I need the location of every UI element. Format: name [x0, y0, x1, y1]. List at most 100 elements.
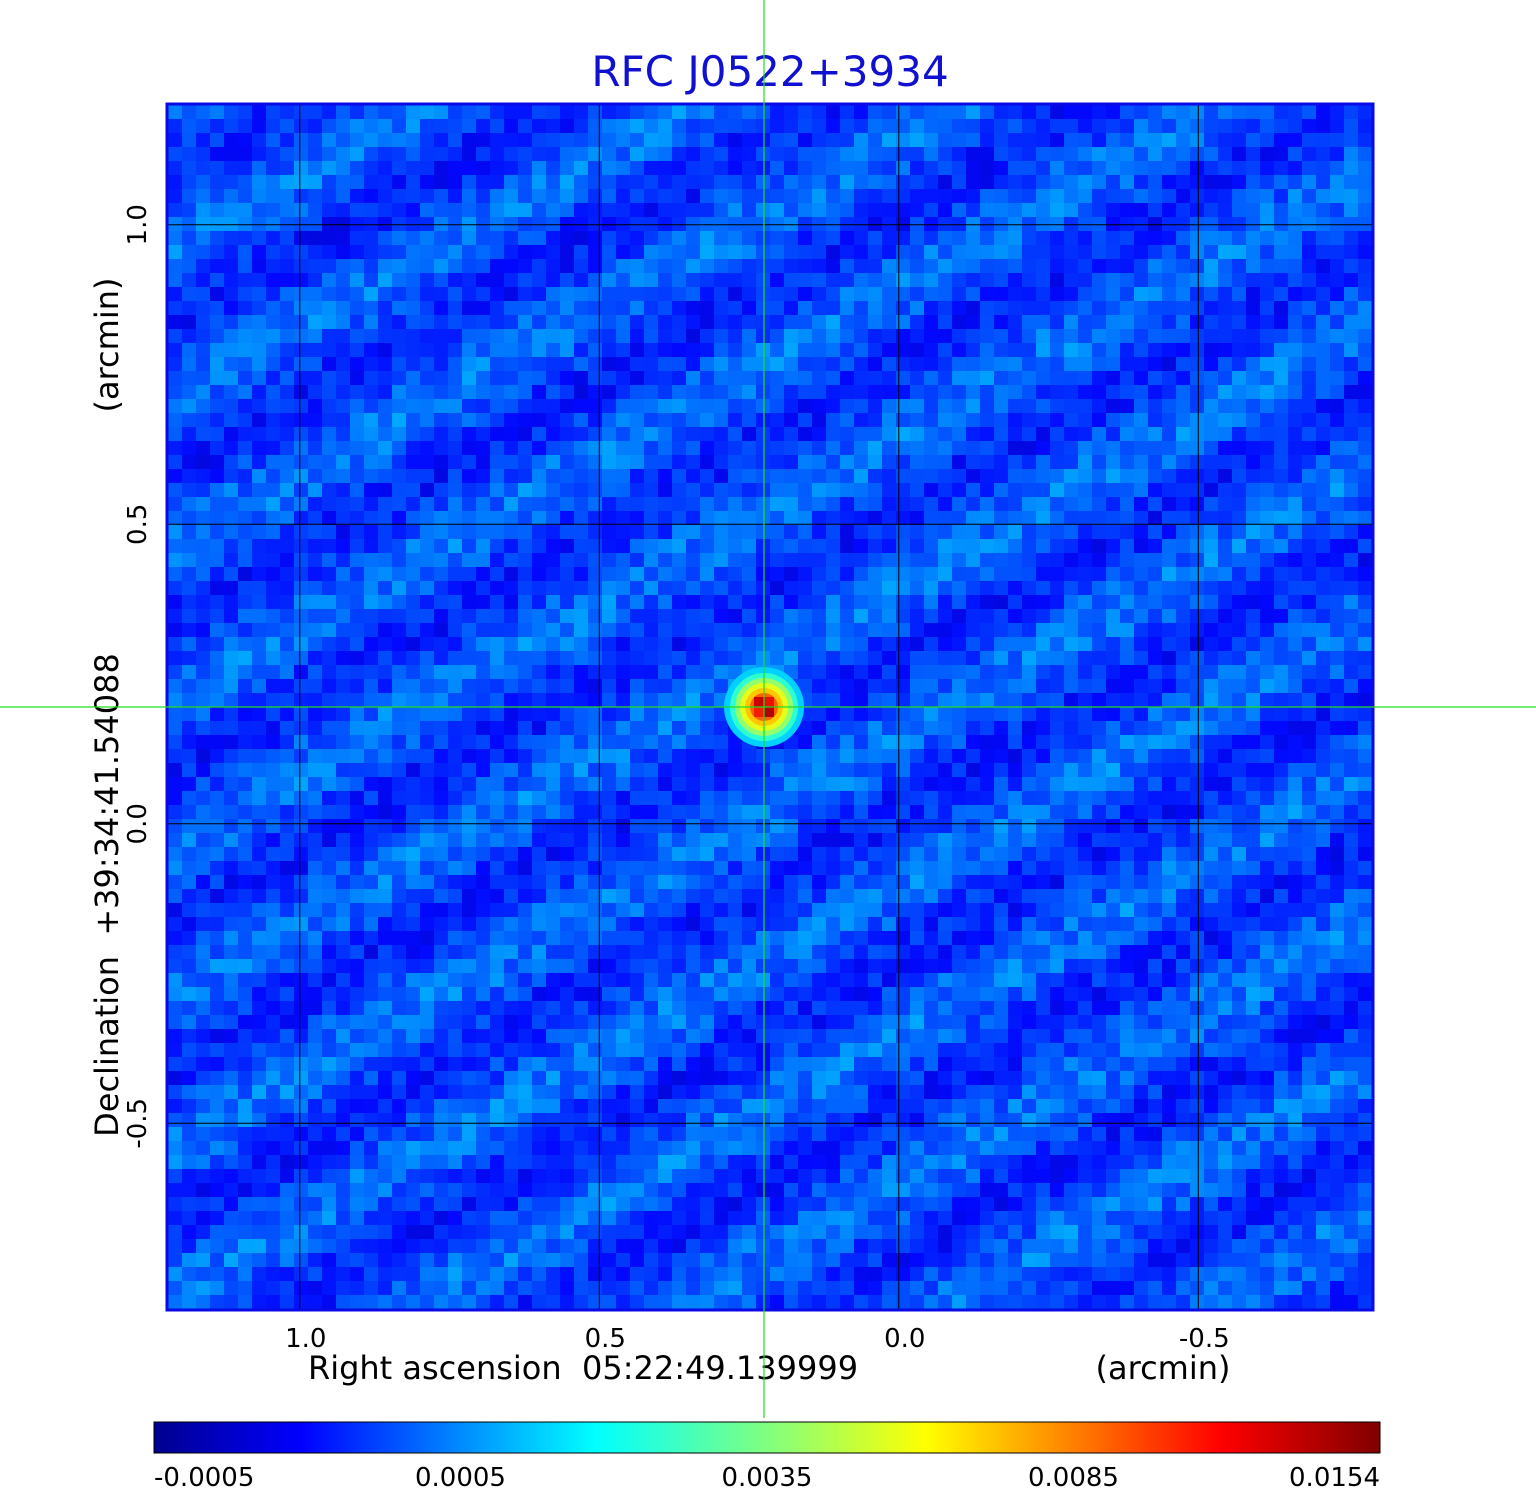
noise-cell	[910, 441, 924, 455]
noise-cell	[770, 637, 784, 651]
noise-cell	[1050, 707, 1064, 721]
noise-cell	[994, 399, 1008, 413]
noise-cell	[812, 161, 826, 175]
noise-cell	[658, 133, 672, 147]
noise-cell	[840, 483, 854, 497]
noise-cell	[924, 595, 938, 609]
noise-cell	[1008, 749, 1022, 763]
noise-cell	[1120, 833, 1134, 847]
noise-cell	[826, 721, 840, 735]
noise-cell	[826, 833, 840, 847]
noise-cell	[826, 427, 840, 441]
noise-cell	[756, 749, 770, 763]
noise-cell	[756, 553, 770, 567]
noise-cell	[490, 511, 504, 525]
noise-cell	[518, 679, 532, 693]
noise-cell	[1274, 245, 1288, 259]
noise-cell	[714, 315, 728, 329]
noise-cell	[1218, 805, 1232, 819]
noise-cell	[294, 427, 308, 441]
noise-cell	[448, 525, 462, 539]
noise-cell	[700, 539, 714, 553]
noise-cell	[574, 217, 588, 231]
noise-cell	[210, 119, 224, 133]
noise-cell	[868, 637, 882, 651]
noise-cell	[812, 623, 826, 637]
noise-cell	[714, 567, 728, 581]
noise-cell	[280, 497, 294, 511]
noise-cell	[742, 805, 756, 819]
noise-cell	[938, 427, 952, 441]
noise-cell	[546, 735, 560, 749]
noise-cell	[1106, 189, 1120, 203]
noise-cell	[252, 749, 266, 763]
noise-cell	[812, 847, 826, 861]
noise-cell	[420, 455, 434, 469]
noise-cell	[854, 413, 868, 427]
noise-cell	[1148, 763, 1162, 777]
noise-cell	[266, 665, 280, 679]
noise-cell	[1162, 259, 1176, 273]
noise-cell	[574, 413, 588, 427]
noise-cell	[434, 385, 448, 399]
noise-cell	[462, 665, 476, 679]
noise-cell	[406, 441, 420, 455]
noise-cell	[182, 847, 196, 861]
noise-cell	[1302, 161, 1316, 175]
noise-cell	[1232, 819, 1246, 833]
noise-cell	[728, 259, 742, 273]
noise-cell	[784, 161, 798, 175]
noise-cell	[756, 651, 770, 665]
noise-cell	[504, 525, 518, 539]
noise-cell	[938, 833, 952, 847]
noise-cell	[1344, 735, 1358, 749]
noise-cell	[1022, 595, 1036, 609]
noise-cell	[672, 595, 686, 609]
noise-cell	[1316, 371, 1330, 385]
noise-cell	[840, 903, 854, 917]
noise-cell	[420, 161, 434, 175]
noise-cell	[588, 217, 602, 231]
noise-cell	[1176, 483, 1190, 497]
noise-cell	[630, 525, 644, 539]
noise-cell	[378, 721, 392, 735]
noise-cell	[1120, 273, 1134, 287]
noise-cell	[434, 357, 448, 371]
noise-cell	[182, 161, 196, 175]
noise-cell	[770, 777, 784, 791]
noise-cell	[1260, 329, 1274, 343]
noise-cell	[1092, 189, 1106, 203]
noise-cell	[784, 441, 798, 455]
noise-cell	[1190, 413, 1204, 427]
noise-cell	[1330, 721, 1344, 735]
noise-cell	[196, 889, 210, 903]
noise-cell	[686, 623, 700, 637]
noise-cell	[924, 567, 938, 581]
noise-cell	[686, 203, 700, 217]
noise-cell	[1064, 735, 1078, 749]
noise-cell	[1078, 469, 1092, 483]
noise-cell	[1218, 273, 1232, 287]
noise-cell	[966, 539, 980, 553]
noise-cell	[644, 119, 658, 133]
noise-cell	[462, 189, 476, 203]
noise-cell	[854, 861, 868, 875]
noise-cell	[266, 903, 280, 917]
noise-cell	[462, 329, 476, 343]
noise-cell	[966, 273, 980, 287]
noise-cell	[1022, 791, 1036, 805]
noise-cell	[532, 483, 546, 497]
noise-cell	[812, 273, 826, 287]
noise-cell	[196, 749, 210, 763]
noise-cell	[546, 679, 560, 693]
noise-cell	[294, 175, 308, 189]
noise-cell	[742, 175, 756, 189]
noise-cell	[434, 721, 448, 735]
noise-cell	[882, 105, 896, 119]
noise-cell	[1190, 385, 1204, 399]
noise-cell	[1036, 119, 1050, 133]
noise-cell	[196, 735, 210, 749]
noise-cell	[896, 343, 910, 357]
noise-cell	[812, 805, 826, 819]
noise-cell	[378, 231, 392, 245]
